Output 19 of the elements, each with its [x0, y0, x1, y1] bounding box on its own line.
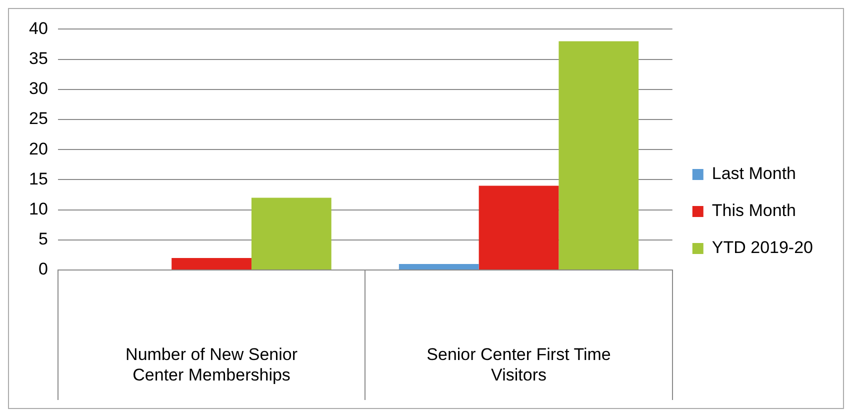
- y-tick-label: 25: [28, 109, 48, 128]
- y-tick-label: 40: [28, 18, 48, 38]
- y-tick-label: 30: [28, 79, 48, 98]
- y-tick-label: 0: [38, 260, 48, 279]
- bar: [172, 258, 252, 270]
- bar: [251, 198, 332, 270]
- x-tick-label: Senior Center First Time Visitors: [426, 344, 611, 384]
- legend-label: YTD 2019-20: [712, 238, 814, 258]
- bar: [478, 186, 559, 270]
- y-tick-label: 20: [28, 139, 48, 158]
- y-tick-label: 5: [38, 230, 48, 249]
- legend-label: Last Month: [712, 164, 796, 184]
- bar: [398, 264, 479, 270]
- y-tick-label: 35: [28, 48, 48, 68]
- x-tick-label: Number of New Senior Center Memberships: [126, 344, 298, 384]
- y-tick-label: 15: [28, 169, 48, 188]
- y-tick-label: 10: [28, 199, 48, 218]
- bar: [558, 41, 639, 270]
- legend-label: This Month: [712, 201, 796, 220]
